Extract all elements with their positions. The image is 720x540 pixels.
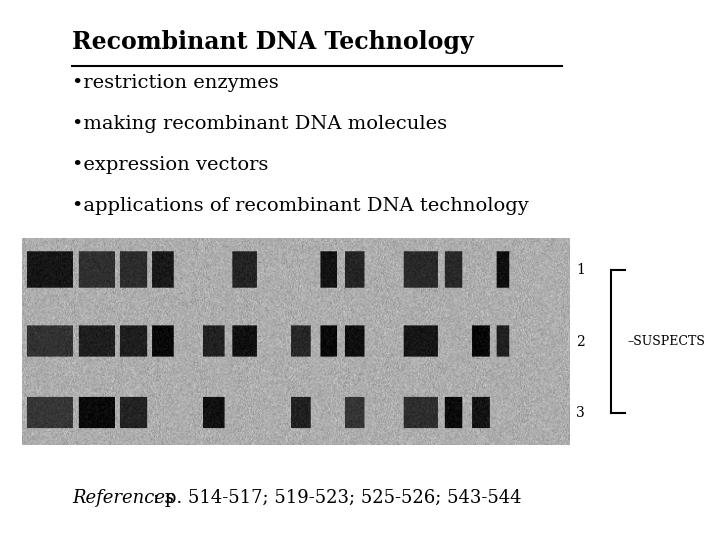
Text: 3: 3	[577, 406, 585, 420]
Text: : p. 514-517; 519-523; 525-526; 543-544: : p. 514-517; 519-523; 525-526; 543-544	[153, 489, 521, 507]
Text: •short tandem repeats: •short tandem repeats	[72, 284, 296, 301]
Text: •restriction enzymes: •restriction enzymes	[72, 74, 279, 92]
Text: 2: 2	[577, 335, 585, 348]
Text: •applications of recombinant DNA technology: •applications of recombinant DNA technol…	[72, 197, 528, 215]
Text: Forensic DNA Profiling: Forensic DNA Profiling	[72, 239, 379, 263]
Text: 1: 1	[577, 263, 585, 277]
Text: References: References	[72, 489, 174, 507]
Text: Recombinant DNA Technology: Recombinant DNA Technology	[72, 30, 474, 53]
Text: •expression vectors: •expression vectors	[72, 156, 269, 174]
Text: •making recombinant DNA molecules: •making recombinant DNA molecules	[72, 115, 447, 133]
Text: –SUSPECTS: –SUSPECTS	[628, 335, 706, 348]
Text: •DNA fingerprints: •DNA fingerprints	[72, 325, 254, 342]
